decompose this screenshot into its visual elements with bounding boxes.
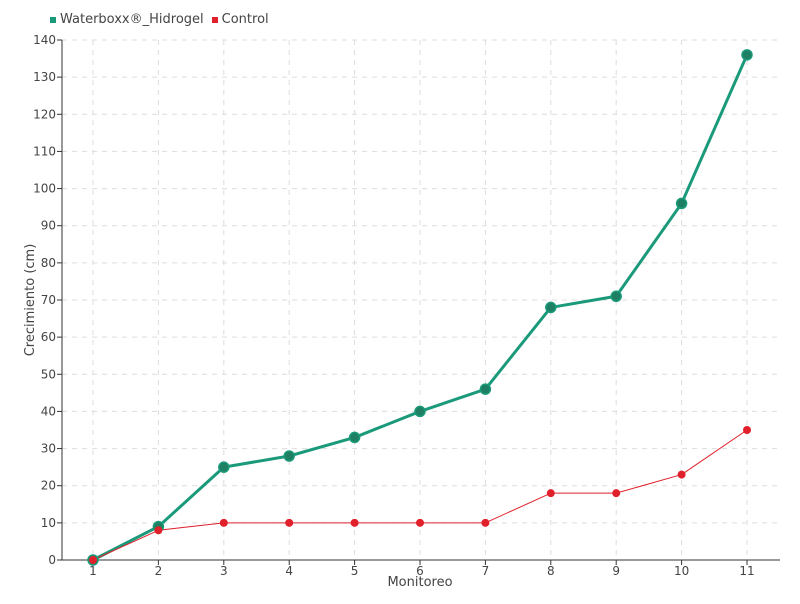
data-point-waterboxx[interactable] (348, 431, 361, 444)
data-point-waterboxx[interactable] (479, 383, 492, 395)
x-axis-label: Monitoreo (387, 575, 452, 590)
data-point-control[interactable] (416, 518, 424, 527)
y-tick-label: 60 (41, 330, 56, 344)
legend-swatch-waterboxx (50, 16, 56, 23)
y-tick-label: 30 (41, 442, 56, 456)
x-tick-label: 4 (285, 564, 293, 578)
y-axis-label: Crecimiento (cm) (23, 244, 38, 357)
y-tick-label: 120 (33, 107, 56, 121)
x-tick-labels: 1 2 3 4 5 6 7 8 9 10 11 (89, 564, 754, 578)
x-tick-label: 1 (89, 564, 97, 578)
data-point-control[interactable] (219, 518, 228, 527)
x-tick-label: 11 (739, 564, 754, 578)
legend-swatch-control (211, 16, 218, 23)
y-tick-label: 90 (41, 219, 56, 233)
grid (62, 39, 780, 560)
data-point-control[interactable] (677, 470, 686, 479)
data-point-control[interactable] (612, 489, 621, 498)
legend: Waterboxx®_Hidrogel Control (50, 12, 269, 27)
legend-item-waterboxx[interactable]: Waterboxx®_Hidrogel (50, 12, 204, 27)
x-tick-label: 5 (351, 564, 359, 578)
x-tick-label: 9 (612, 564, 620, 578)
data-point-waterboxx[interactable] (610, 290, 622, 303)
y-tick-label: 130 (33, 70, 56, 84)
y-tick-label: 140 (33, 33, 56, 47)
y-tick-label: 70 (41, 293, 56, 307)
data-point-control[interactable] (481, 518, 490, 527)
y-tick-label: 100 (33, 182, 56, 196)
y-tick-label: 40 (41, 404, 56, 418)
data-point-waterboxx[interactable] (675, 197, 688, 210)
x-tick-label: 7 (482, 564, 490, 578)
data-point-control[interactable] (350, 518, 359, 527)
data-point-control[interactable] (743, 426, 751, 434)
series-points (87, 49, 753, 566)
y-tick-label: 50 (41, 367, 56, 381)
y-tick-label: 10 (41, 516, 56, 530)
x-tick-label: 3 (220, 564, 228, 578)
data-point-waterboxx[interactable] (741, 49, 753, 61)
x-tick-label: 2 (155, 564, 163, 578)
legend-item-control[interactable]: Control (211, 12, 269, 27)
x-tick-label: 8 (547, 564, 555, 578)
y-tick-label: 20 (41, 479, 56, 493)
data-point-waterboxx[interactable] (414, 405, 426, 418)
legend-label-control: Control (221, 12, 269, 27)
axes (57, 39, 780, 565)
data-point-waterboxx[interactable] (218, 461, 230, 473)
legend-label-waterboxx: Waterboxx®_Hidrogel (60, 12, 204, 27)
x-tick-label: 10 (674, 564, 689, 578)
y-tick-label: 110 (33, 144, 56, 158)
data-point-waterboxx[interactable] (283, 450, 295, 462)
y-tick-labels: 0 10 20 30 40 50 60 70 80 90 100 110 120 130 140 (33, 33, 56, 567)
y-tick-label: 0 (48, 553, 56, 567)
x-tick-label: 6 (416, 564, 424, 578)
y-tick-label: 80 (41, 256, 56, 270)
data-point-control[interactable] (285, 518, 294, 527)
data-point-control[interactable] (154, 526, 163, 535)
data-point-waterboxx[interactable] (545, 301, 557, 314)
data-point-control[interactable] (89, 556, 97, 564)
data-point-control[interactable] (546, 489, 555, 498)
